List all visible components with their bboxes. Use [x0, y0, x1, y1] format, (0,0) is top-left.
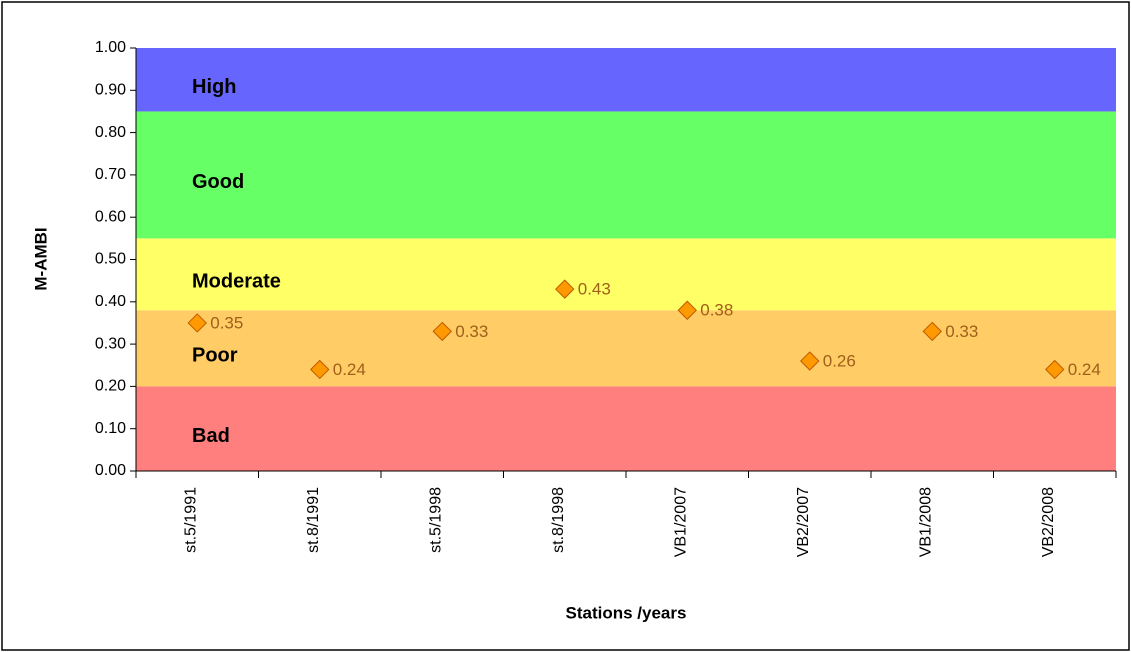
x-tick-label: VB2/2007 [795, 487, 812, 557]
y-tick-label: 0.00 [95, 462, 126, 479]
band-label: Good [192, 171, 244, 193]
band-label: Moderate [192, 271, 281, 293]
y-tick-label: 0.70 [95, 166, 126, 183]
data-label: 0.43 [578, 280, 611, 299]
quality-band [136, 386, 1116, 471]
quality-band [136, 111, 1116, 239]
marker [310, 359, 330, 380]
band-label: Bad [192, 425, 230, 447]
x-tick-label: st.5/1991 [182, 487, 199, 553]
x-tick-label: st.5/1998 [427, 487, 444, 553]
x-tick-label: VB1/2008 [917, 487, 934, 557]
data-label: 0.24 [1068, 360, 1101, 379]
x-tick-label: VB1/2007 [672, 487, 689, 557]
marker [555, 279, 575, 299]
y-tick-label: 0.90 [95, 82, 126, 99]
y-tick-label: 0.30 [95, 335, 126, 352]
x-tick-label: VB2/2008 [1040, 487, 1057, 557]
marker [1045, 359, 1065, 380]
y-tick-label: 0.20 [95, 378, 126, 395]
data-label: 0.26 [823, 352, 856, 371]
band-label: High [192, 76, 236, 98]
y-tick-label: 0.40 [95, 293, 126, 310]
data-label: 0.24 [333, 360, 366, 379]
x-axis-title: Stations /years [566, 603, 687, 622]
quality-band [136, 48, 1116, 112]
marker [677, 300, 697, 320]
marker [432, 321, 452, 342]
x-tick-label: st.8/1998 [550, 487, 567, 553]
data-label: 0.33 [455, 322, 488, 341]
x-tick-label: st.8/1991 [305, 487, 322, 553]
y-tick-label: 0.10 [95, 420, 126, 437]
y-tick-label: 0.60 [95, 208, 126, 225]
data-label: 0.33 [945, 322, 978, 341]
data-label: 0.38 [700, 301, 733, 320]
y-tick-label: 0.80 [95, 124, 126, 141]
y-tick-label: 1.00 [95, 39, 126, 56]
band-label: Poor [192, 345, 238, 367]
marker [922, 321, 942, 342]
marker [187, 313, 207, 333]
marker [800, 351, 820, 371]
y-axis-title: M-AMBI [31, 227, 50, 290]
y-tick-label: 0.50 [95, 251, 126, 268]
quality-band [136, 310, 1116, 387]
quality-band [136, 238, 1116, 311]
data-label: 0.35 [210, 313, 243, 332]
